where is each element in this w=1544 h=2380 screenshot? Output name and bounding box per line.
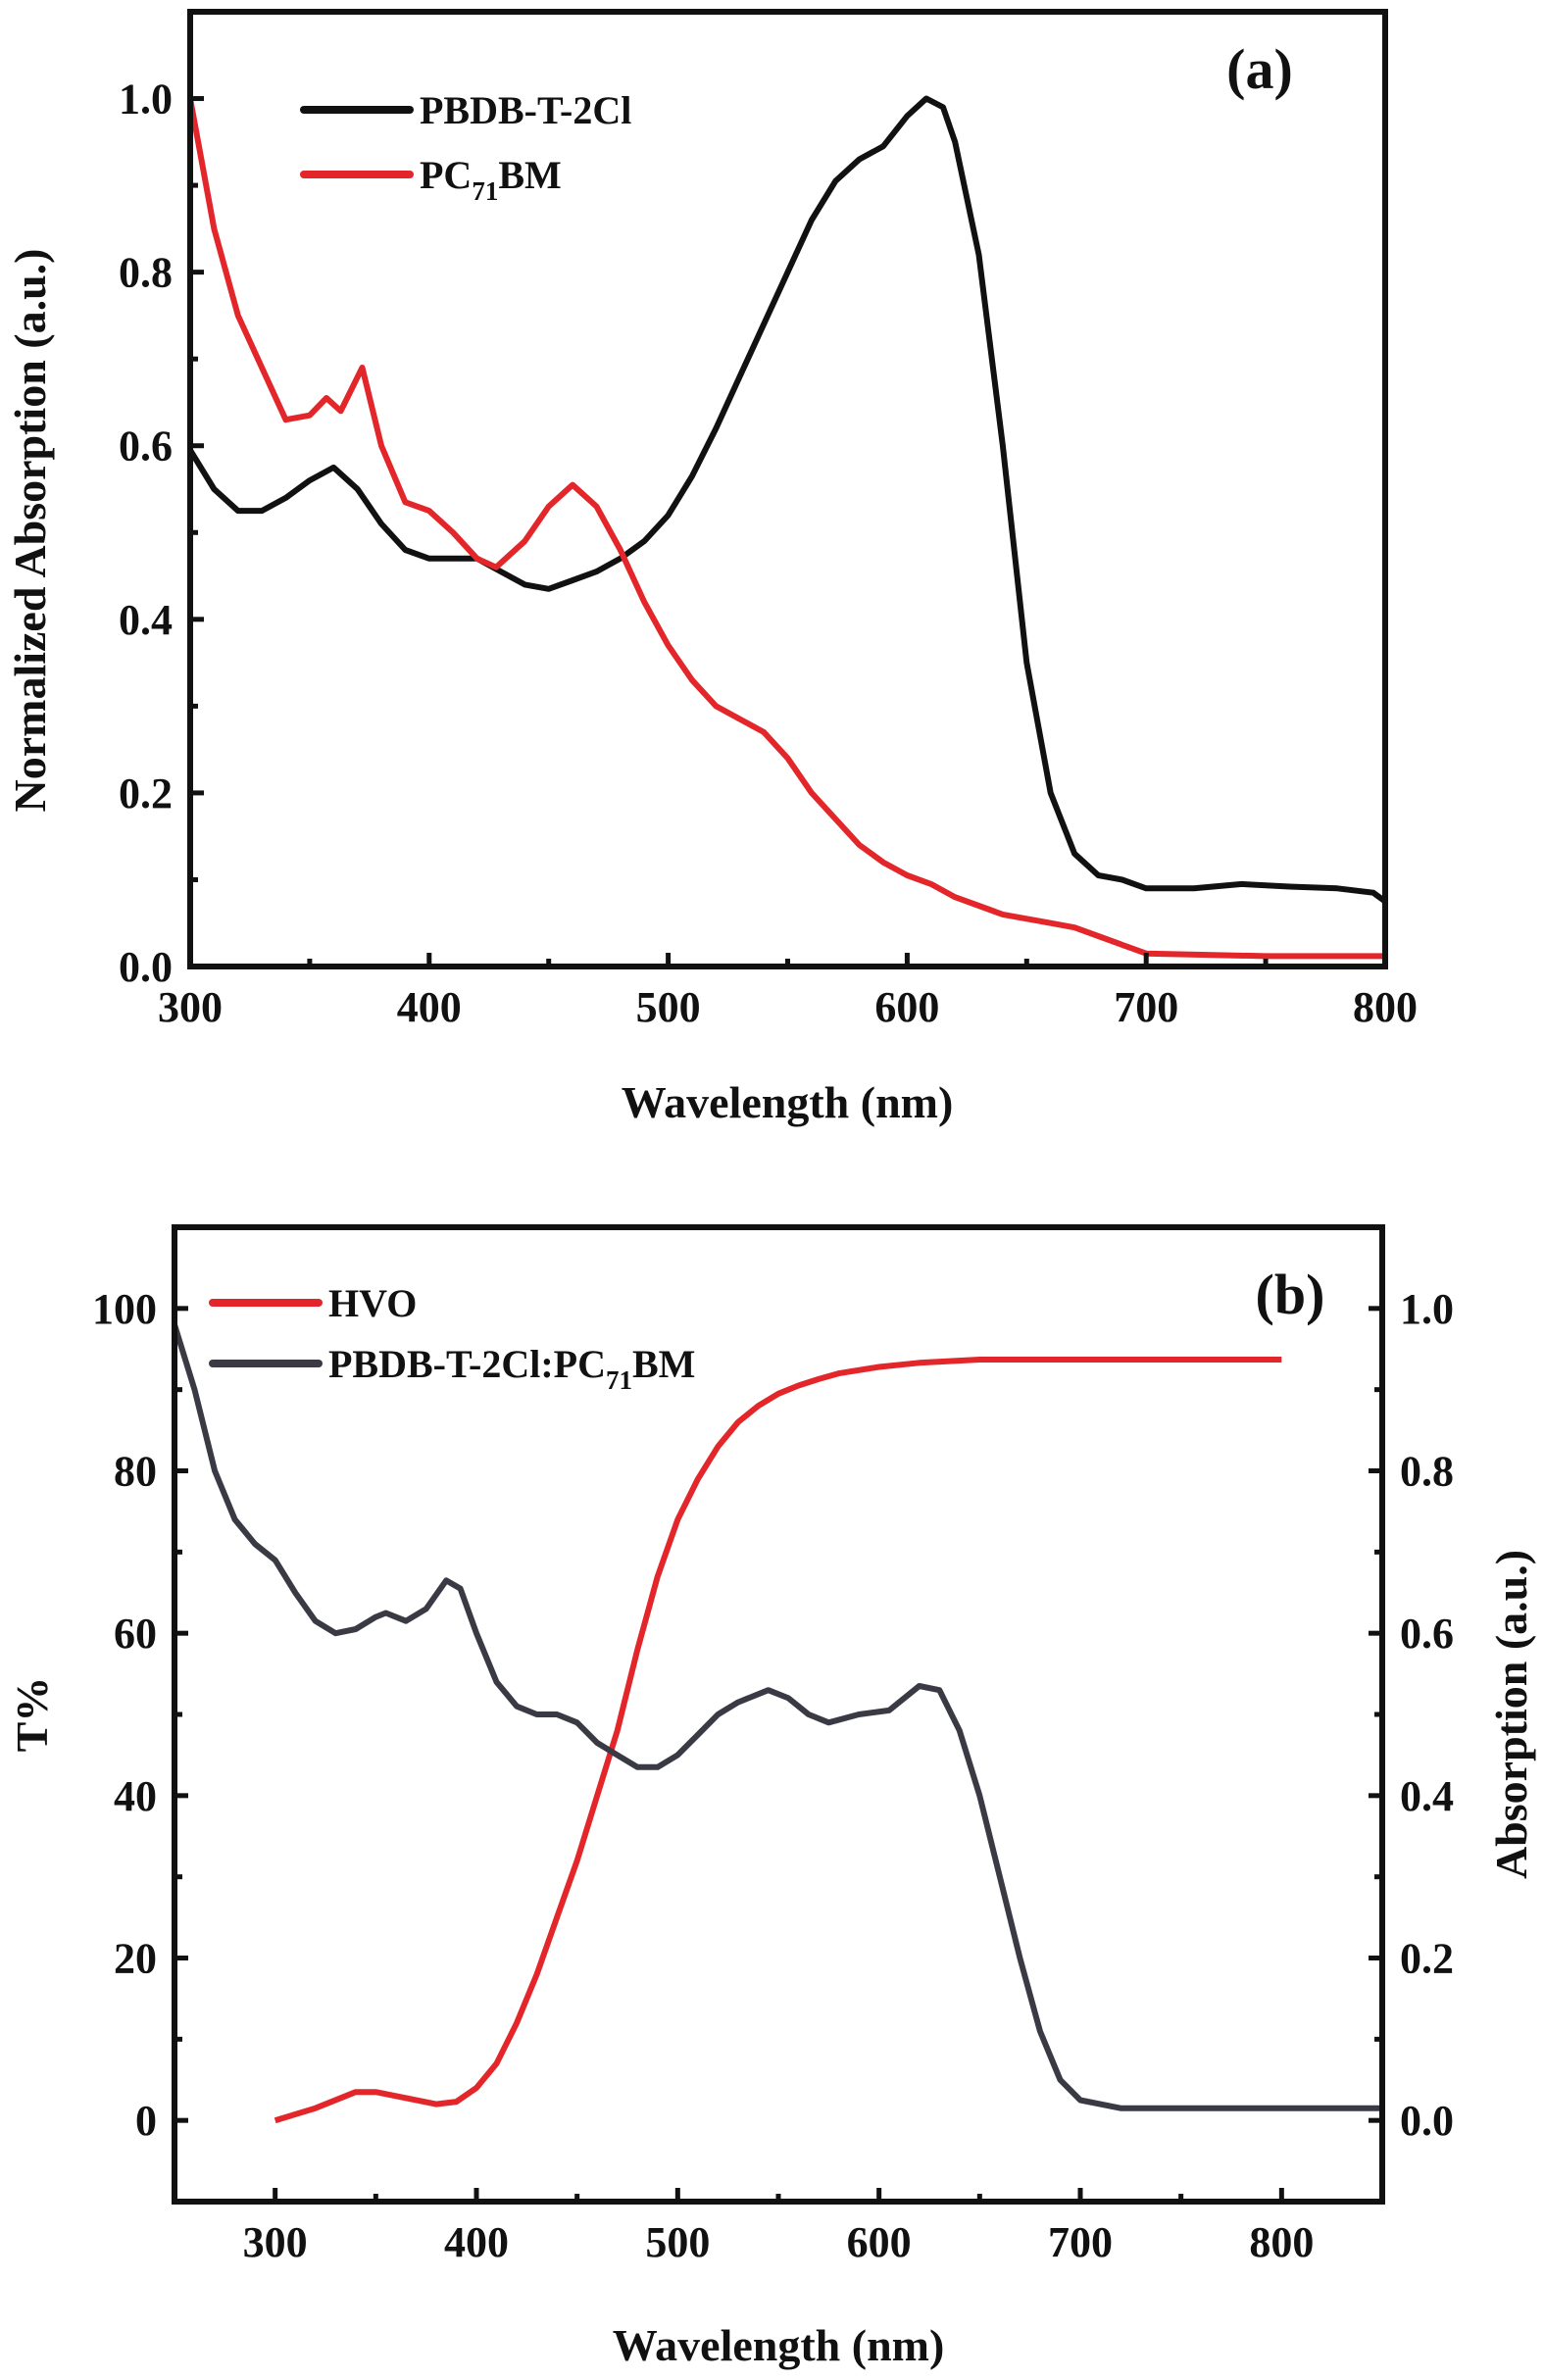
panel-a-label: (a) <box>1226 37 1293 101</box>
panel-a-x-axis-title: Wavelength (nm) <box>622 1077 954 1127</box>
panel-a-y-tick-label: 0.4 <box>119 596 173 644</box>
legend-label-main: HVO <box>328 1281 417 1325</box>
panel-b-x-tick-label: 600 <box>847 2218 912 2266</box>
panel-a-legend-label-2: PC71BM <box>420 153 562 206</box>
panel-b-y2-tick-label: 0.8 <box>1400 1448 1454 1496</box>
panel-a-y-tick-label: 0.8 <box>119 249 173 297</box>
panel-b-series-line-1 <box>274 1357 1282 2124</box>
panel-b-x-tick-label: 500 <box>645 2218 710 2266</box>
panel-b-y-tick-label: 100 <box>92 1285 157 1333</box>
panel-a-y-tick-label: 0.6 <box>119 422 173 471</box>
panel-b-y-tick-label: 0 <box>135 2097 157 2145</box>
legend-label-tail: BM <box>498 153 561 197</box>
panel-b-y-tick-label: 60 <box>114 1610 157 1658</box>
legend-label-tail: BM <box>632 1342 695 1386</box>
panel-b-y2-axis-title: Absorption (a.u.) <box>1486 1550 1536 1879</box>
panel-b-y-tick-label: 40 <box>114 1772 157 1820</box>
panel-a-absorption-chart: (a) Wavelength (nm) Normalized Absorptio… <box>5 9 1418 1127</box>
legend-label-main: PBDB-T-2Cl:PC <box>328 1342 606 1386</box>
panel-b-y2-tick-label: 1.0 <box>1400 1285 1454 1333</box>
panel-b-x-axis-title: Wavelength (nm) <box>613 2320 945 2370</box>
panel-a-series-line-2 <box>187 97 1385 960</box>
panel-a-x-tick-label: 600 <box>874 983 939 1031</box>
panel-b-legend-label-2: PBDB-T-2Cl:PC71BM <box>328 1342 695 1395</box>
panel-a-plot-frame <box>187 9 1388 969</box>
legend-label-subscript: 71 <box>606 1365 632 1395</box>
panel-a-y-tick-label: 1.0 <box>119 75 173 124</box>
panel-a-y-tick-label: 0.2 <box>119 769 173 818</box>
panel-b-x-tick-label: 400 <box>444 2218 509 2266</box>
panel-b-x-tick-label: 700 <box>1048 2218 1113 2266</box>
panel-b-y2-tick-label: 0.0 <box>1400 2097 1454 2145</box>
panel-b-x-tick-label: 800 <box>1249 2218 1314 2266</box>
panel-b-y-axis-title: T% <box>7 1677 57 1753</box>
legend-label-main: PC <box>420 153 472 197</box>
panel-a-x-tick-label: 500 <box>636 983 701 1031</box>
panel-a-x-tick-label: 300 <box>158 983 223 1031</box>
panel-a-x-tick-label: 800 <box>1353 983 1418 1031</box>
panel-a-series-line-1 <box>187 95 1387 905</box>
panel-b-y-tick-label: 80 <box>114 1448 157 1496</box>
panel-b-label: (b) <box>1256 1263 1325 1326</box>
panel-b-y2-tick-label: 0.4 <box>1400 1772 1454 1820</box>
panel-b-series-line-2 <box>172 1323 1382 2111</box>
panel-b-x-tick-label: 300 <box>243 2218 308 2266</box>
panel-a-x-tick-label: 700 <box>1114 983 1178 1031</box>
legend-label-main: PBDB-T-2Cl <box>420 88 631 132</box>
panel-b-transmittance-chart: (b) Wavelength (nm) T% Absorption (a.u.)… <box>7 1224 1536 2370</box>
panel-b-y2-tick-label: 0.2 <box>1400 1935 1454 1983</box>
panel-b-y-tick-label: 20 <box>114 1935 157 1983</box>
panel-b-y2-tick-label: 0.6 <box>1400 1610 1454 1658</box>
panel-a-x-tick-label: 400 <box>397 983 462 1031</box>
panel-a-y-axis-title: Normalized Absorption (a.u.) <box>5 249 55 813</box>
panel-b-legend-label-1: HVO <box>328 1281 417 1325</box>
panel-a-y-tick-label: 0.0 <box>119 943 173 991</box>
panel-a-legend-label-1: PBDB-T-2Cl <box>420 88 631 132</box>
legend-label-subscript: 71 <box>472 176 498 206</box>
